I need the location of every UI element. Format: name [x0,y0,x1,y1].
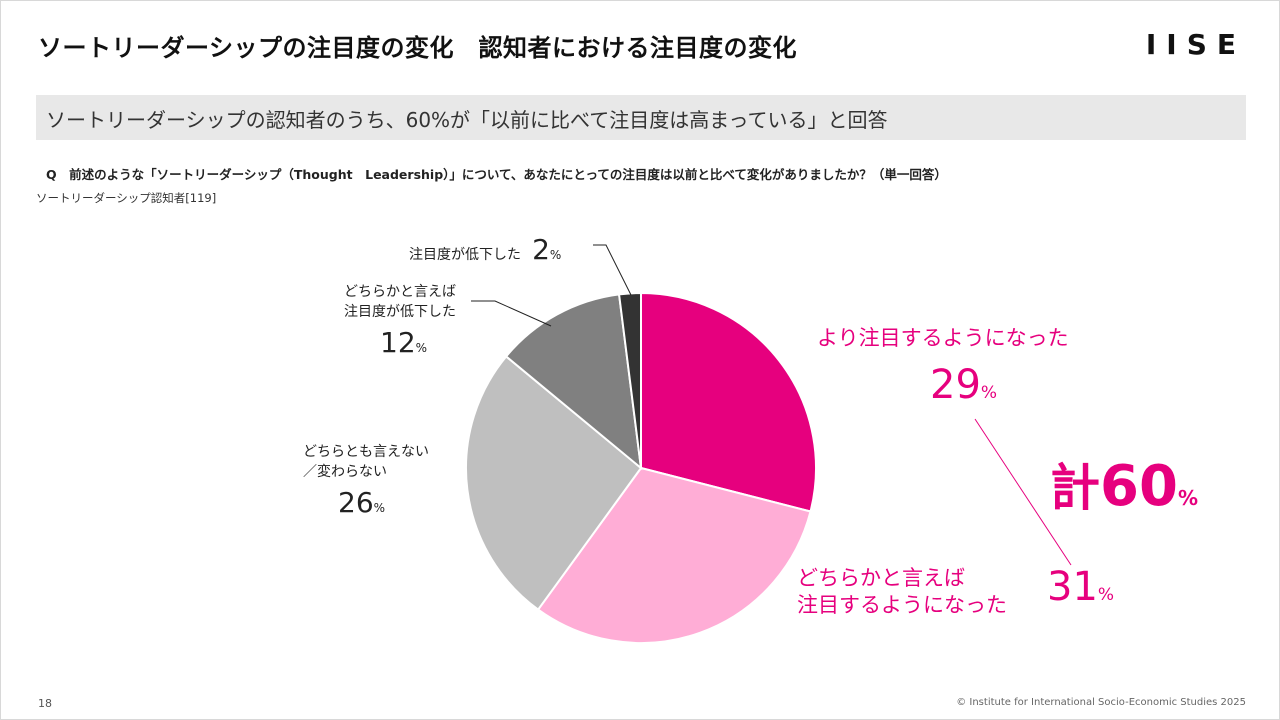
total-callout: 計60% [1050,448,1198,520]
pie-slice-some-decline [504,293,643,471]
bracket-line-total [974,418,1072,566]
label-neutral-pct: % [373,501,386,515]
copyright: © Institute for International Socio-Econ… [956,697,1246,708]
slide-title: ソートリーダーシップの注目度の変化 認知者における注目度の変化 [38,34,798,62]
label-neutral-num: 26% [338,486,385,519]
label-decline: 注目度が低下した 2% [409,233,561,266]
label-some-decline: どちらかと言えば 注目度が低下した [344,282,456,322]
total-prefix: 計 [1050,459,1100,517]
summary-banner: ソートリーダーシップの認知者のうち、60%が「以前に比べて注目度は高まっている」… [36,95,1246,140]
label-some-decline-pct: % [415,341,428,355]
total-pct: % [1177,486,1198,510]
label-more: より注目するようになった [817,326,1069,350]
label-some-more-pct: % [1097,585,1115,605]
leader-lines [471,244,1072,566]
label-more-num: 29% [930,362,997,408]
label-decline-text: 注目度が低下した [409,247,521,263]
label-some-decline-line2: 注目度が低下した [344,304,456,320]
iise-logo: IISE [1145,28,1246,61]
pie-slice-more [640,291,817,513]
label-decline-pct: % [549,248,562,262]
label-some-decline-value: 12 [380,326,416,359]
label-neutral-value: 26 [338,486,374,519]
leader-line-some-decline [471,300,552,327]
label-some-more-num: 31% [1047,564,1114,610]
label-more-value: 29 [930,362,981,408]
label-decline-value: 2 [532,233,550,266]
label-neutral-line2: ／変わらない [303,464,387,480]
label-some-more: どちらかと言えば 注目するようになった [797,565,1007,619]
label-more-pct: % [980,383,998,403]
label-some-decline-num: 12% [380,326,427,359]
page-number: 18 [38,697,52,710]
total-value: 60 [1100,454,1178,519]
label-neutral: どちらとも言えない ／変わらない [303,442,429,482]
leader-line-decline [593,244,632,296]
label-some-more-line1: どちらかと言えば [797,566,965,590]
label-some-more-value: 31 [1047,564,1098,610]
respondent-base: ソートリーダーシップ認知者[119] [36,191,217,205]
pie-slices [465,291,817,644]
question-text: Q 前述のような「ソートリーダーシップ（Thought Leadership）」… [46,167,947,182]
label-some-decline-line1: どちらかと言えば [344,284,456,300]
label-some-more-line2: 注目するようになった [797,593,1007,617]
pie-slice-neutral [465,355,643,611]
summary-text: ソートリーダーシップの認知者のうち、60%が「以前に比べて注目度は高まっている」… [46,108,888,132]
pie-slice-some-more [536,466,812,644]
label-neutral-line1: どちらとも言えない [303,444,429,460]
